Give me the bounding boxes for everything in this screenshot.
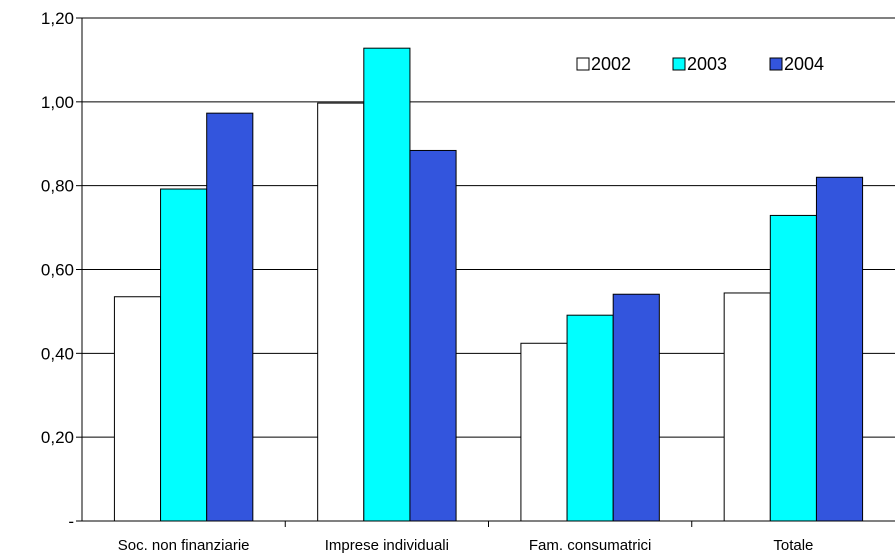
y-tick-label: 0,40: [41, 344, 74, 363]
legend-label-2003: 2003: [687, 54, 727, 74]
legend-swatch-2003: [672, 57, 686, 71]
legend-label-2002: 2002: [591, 54, 631, 74]
bar-2004-3: [815, 176, 864, 522]
bar-2003-3: [769, 214, 817, 522]
x-tick-label: Soc. non finanziarie: [118, 537, 250, 554]
bar-2002-0: [113, 296, 162, 522]
y-tick-label: 0,60: [41, 261, 74, 280]
bar-2003-2: [566, 314, 614, 522]
legend-swatch-2004: [769, 57, 783, 71]
y-tick-label: -: [68, 512, 74, 531]
bar-2004-1: [409, 149, 457, 522]
legend-label-2004: 2004: [784, 54, 824, 74]
axes: [76, 17, 895, 527]
x-tick-label: Totale: [773, 537, 813, 554]
legend: 2002 2003 2004: [576, 54, 824, 74]
bars: [113, 47, 864, 522]
y-tick-labels: - 0,20 0,40 0,60 0,80 1,00 1,20: [41, 9, 74, 531]
x-tick-label: Fam. consumatrici: [529, 537, 652, 554]
bar-2002-1: [317, 102, 365, 522]
y-tick-label: 1,00: [41, 93, 74, 112]
y-tick-label: 1,20: [41, 9, 74, 28]
x-tick-labels: Soc. non finanziarie Imprese individuali F…: [118, 537, 814, 554]
bar-2004-2: [612, 293, 660, 522]
x-tick-label: Imprese individuali: [325, 537, 449, 554]
legend-swatch-2002: [576, 57, 590, 71]
bar-2004-0: [206, 112, 254, 522]
y-tick-label: 0,20: [41, 428, 74, 447]
bar-2003-1: [363, 47, 411, 522]
y-tick-label: 0,80: [41, 177, 74, 196]
bar-2002-3: [723, 292, 771, 522]
bar-2002-2: [520, 342, 568, 522]
bar-2003-0: [160, 188, 208, 522]
